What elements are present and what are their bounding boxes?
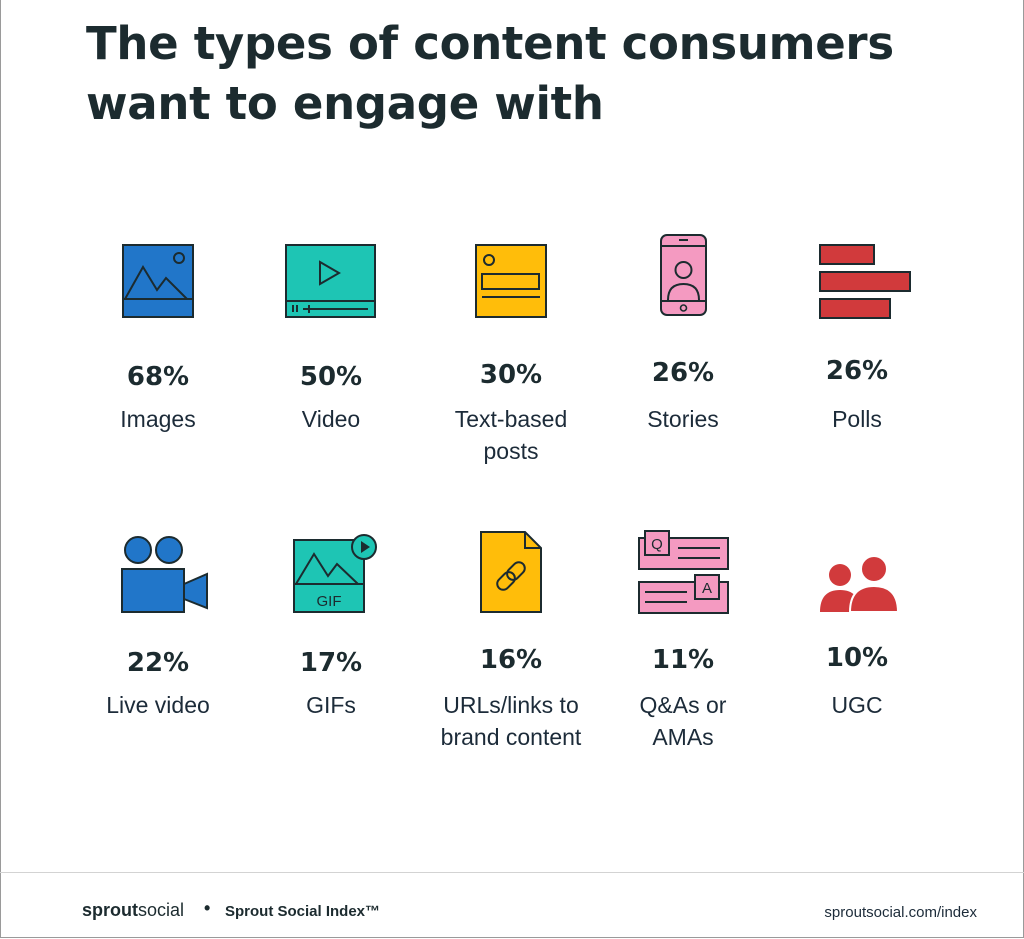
value-label: 17% bbox=[299, 648, 363, 678]
footer-separator: • bbox=[204, 898, 211, 918]
value-label: 26% bbox=[651, 358, 715, 388]
chart-item-text-based-posts: 30% Text-based posts bbox=[416, 230, 606, 470]
chart-item-live-video: 22% Live video bbox=[63, 528, 253, 768]
category-label: URLs/links to brand content bbox=[440, 692, 582, 750]
gif-icon: GIF bbox=[293, 534, 377, 613]
link-document-icon bbox=[480, 531, 542, 613]
phone-story-icon bbox=[660, 234, 707, 316]
qa-icon: Q A bbox=[638, 530, 729, 614]
value-label: 11% bbox=[651, 645, 715, 675]
value-label: 16% bbox=[479, 645, 543, 675]
value-label: 26% bbox=[825, 356, 889, 386]
footer-index-label: Sprout Social Index™ bbox=[225, 903, 381, 920]
qa-icon-q: Q bbox=[651, 536, 663, 553]
category-label: Stories bbox=[647, 406, 719, 432]
category-label: Text-based posts bbox=[454, 406, 568, 464]
qa-icon-a: A bbox=[702, 580, 712, 597]
category-label: UGC bbox=[831, 692, 883, 718]
chart-item-polls: 26% Polls bbox=[762, 230, 952, 470]
gif-icon-text: GIF bbox=[317, 593, 342, 610]
chart-item-urls-links: 16% URLs/links to brand content bbox=[416, 528, 606, 768]
sprout-social-logo: sproutsocial bbox=[82, 900, 185, 920]
value-label: 22% bbox=[126, 648, 190, 678]
image-icon bbox=[122, 244, 194, 318]
category-label: GIFs bbox=[306, 692, 356, 718]
category-label: Video bbox=[301, 406, 361, 432]
value-label: 50% bbox=[299, 362, 363, 392]
value-label: 10% bbox=[825, 643, 889, 673]
chart-item-stories: 26% Stories bbox=[588, 230, 778, 470]
footer-url: sproutsocial.com/index bbox=[824, 904, 977, 921]
chart-item-video: 50% Video bbox=[236, 230, 426, 470]
footer-divider bbox=[0, 872, 1024, 873]
chart-item-qas-amas: Q A 11% Q&As or AMAs bbox=[588, 528, 778, 768]
value-label: 68% bbox=[126, 362, 190, 392]
chart-item-ugc: 10% UGC bbox=[762, 528, 952, 768]
category-label: Polls bbox=[832, 406, 882, 432]
chart-title: The types of content consumers want to e… bbox=[86, 17, 894, 130]
category-label: Live video bbox=[106, 692, 210, 718]
chart-item-gifs: GIF 17% GIFs bbox=[236, 528, 426, 768]
video-camera-icon bbox=[121, 536, 208, 613]
value-label: 30% bbox=[479, 360, 543, 390]
category-label: Q&As or AMAs bbox=[639, 692, 727, 750]
poll-icon bbox=[819, 244, 911, 319]
video-icon bbox=[285, 244, 376, 318]
chart-item-images: 68% Images bbox=[63, 230, 253, 470]
text-post-icon bbox=[475, 244, 547, 318]
people-icon bbox=[820, 555, 900, 613]
category-label: Images bbox=[120, 406, 196, 432]
